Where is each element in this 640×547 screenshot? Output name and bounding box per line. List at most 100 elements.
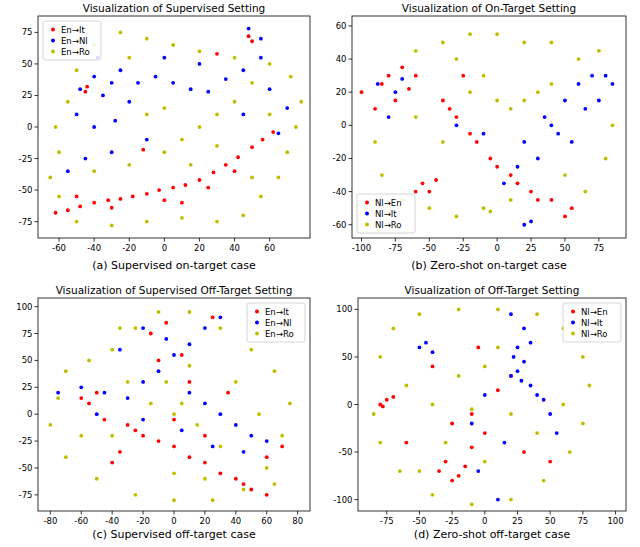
point xyxy=(110,461,114,465)
point xyxy=(145,112,149,116)
point xyxy=(110,223,114,227)
point xyxy=(457,308,461,312)
point xyxy=(509,498,513,502)
tick-mark xyxy=(355,356,359,357)
point xyxy=(570,140,574,144)
point xyxy=(280,445,284,449)
tick-label: 50 xyxy=(560,243,571,253)
point xyxy=(241,213,245,217)
point xyxy=(461,74,465,78)
point xyxy=(407,87,411,91)
tick-mark xyxy=(112,511,113,515)
point xyxy=(482,206,486,210)
point xyxy=(611,82,615,86)
point xyxy=(212,171,216,175)
point xyxy=(529,341,533,345)
tick-mark xyxy=(35,306,39,307)
point xyxy=(195,423,199,427)
point xyxy=(543,115,547,119)
point xyxy=(141,418,145,422)
point xyxy=(211,445,215,449)
point xyxy=(203,477,207,481)
point xyxy=(378,441,382,445)
tick-mark xyxy=(81,511,82,515)
tick-label: -100 xyxy=(333,495,352,505)
point xyxy=(289,75,293,79)
legend-label: Nl→It xyxy=(375,209,397,219)
point xyxy=(127,100,131,104)
point xyxy=(400,65,404,69)
point xyxy=(78,205,82,209)
tick-label: 60 xyxy=(264,243,275,253)
tick-label: 80 xyxy=(292,516,303,526)
tick-label: 0 xyxy=(27,409,32,419)
point xyxy=(455,123,459,127)
caption: (c) Supervised off-target case xyxy=(92,528,256,541)
point xyxy=(522,140,526,144)
point xyxy=(463,464,467,468)
point xyxy=(66,208,70,212)
tick-label: 0 xyxy=(162,243,167,253)
point xyxy=(64,369,68,373)
point xyxy=(133,428,137,432)
point xyxy=(218,315,222,319)
point xyxy=(127,163,131,167)
tick-mark xyxy=(550,511,551,515)
tick-mark xyxy=(235,511,236,515)
point xyxy=(476,346,480,350)
tick-mark xyxy=(35,467,39,468)
tick-mark xyxy=(129,238,130,242)
point xyxy=(172,471,176,475)
point xyxy=(188,342,192,346)
point xyxy=(597,49,601,53)
point xyxy=(157,188,161,192)
point xyxy=(468,90,472,94)
point xyxy=(110,434,114,438)
tick-mark xyxy=(59,238,60,242)
point xyxy=(376,82,380,86)
point xyxy=(95,391,99,395)
point xyxy=(66,169,70,173)
point xyxy=(188,391,192,395)
point xyxy=(87,358,91,362)
tick-label: -75 xyxy=(380,516,394,526)
point xyxy=(92,169,96,173)
point xyxy=(568,450,572,454)
point xyxy=(234,423,238,427)
point xyxy=(285,150,289,154)
point xyxy=(198,125,202,129)
point xyxy=(180,216,184,220)
point xyxy=(483,365,487,369)
point xyxy=(536,198,540,202)
point xyxy=(110,81,114,85)
point xyxy=(597,99,601,103)
tick-label: 75 xyxy=(22,329,33,339)
tick-mark xyxy=(35,387,39,388)
point xyxy=(250,81,254,85)
tick-label: -20 xyxy=(333,153,347,163)
legend-label: En→Nl xyxy=(265,318,292,328)
legend-swatch xyxy=(571,332,575,336)
point xyxy=(56,391,60,395)
point xyxy=(604,74,608,78)
point xyxy=(78,87,82,91)
point xyxy=(157,310,161,314)
point xyxy=(198,178,202,182)
point xyxy=(391,395,395,399)
point xyxy=(529,384,533,388)
point xyxy=(180,201,184,205)
point xyxy=(548,460,552,464)
plot-frame xyxy=(38,16,310,238)
tick-label: -20 xyxy=(136,516,150,526)
point xyxy=(250,39,254,43)
point xyxy=(257,412,261,416)
tick-label: 0 xyxy=(494,243,499,253)
tick-mark xyxy=(349,224,353,225)
point xyxy=(404,384,408,388)
point xyxy=(218,471,222,475)
point xyxy=(113,119,117,123)
tick-label: 20 xyxy=(194,243,205,253)
point xyxy=(522,223,526,227)
point xyxy=(277,176,281,180)
legend-swatch xyxy=(365,201,369,205)
